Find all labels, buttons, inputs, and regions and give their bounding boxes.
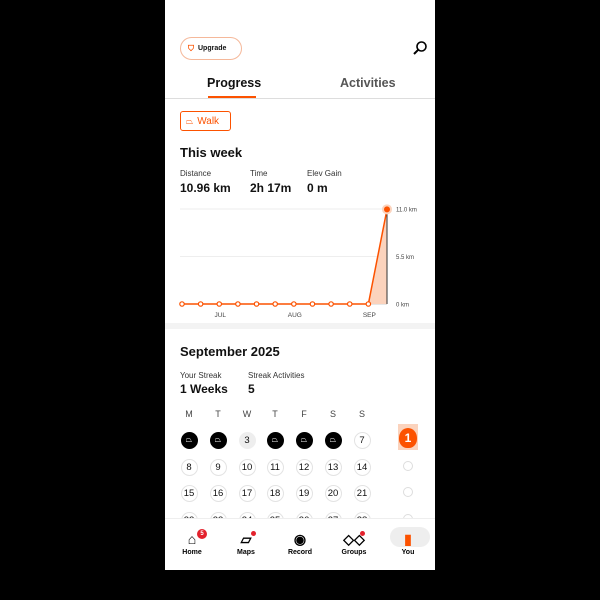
record-icon: ◉: [293, 531, 307, 547]
upgrade-button[interactable]: ⛉ Upgrade: [180, 37, 242, 60]
x-tick-label: SEP: [363, 312, 376, 319]
active-tab-indicator: [208, 96, 256, 98]
weekday-label: F: [301, 409, 307, 419]
calendar-day[interactable]: 21: [353, 484, 371, 502]
elev-value: 0 m: [307, 181, 328, 195]
nav-label: Home: [182, 549, 202, 556]
calendar-day[interactable]: 19: [295, 484, 313, 502]
groups-icon: ◇◇: [343, 531, 365, 547]
weekday-label: W: [242, 409, 252, 419]
tab-progress[interactable]: Progress: [207, 76, 262, 90]
day-activity[interactable]: ⏢: [209, 431, 227, 449]
calendar-day[interactable]: 8: [180, 458, 198, 476]
calendar-day[interactable]: 11: [266, 458, 284, 476]
nav-label: Record: [287, 549, 313, 556]
x-tick-label: JUL: [214, 312, 226, 319]
time-label: Time: [250, 169, 268, 178]
calendar-day[interactable]: 16: [209, 484, 227, 502]
series-line: [182, 209, 388, 305]
this-week-title: This week: [180, 145, 243, 160]
calendar-day[interactable]: 3: [238, 431, 256, 449]
nav-label: Groups: [341, 549, 367, 556]
phone-screen: ⛉ Upgrade Progress Activities ⏢ Walk This …: [165, 0, 435, 570]
calendar-day[interactable]: 7: [353, 431, 371, 449]
calendar-day[interactable]: 10: [238, 458, 256, 476]
time-value: 2h 17m: [250, 181, 292, 195]
you-icon: ▮: [404, 531, 412, 547]
week-streak-empty: [403, 487, 413, 497]
day-activity[interactable]: ⏢: [180, 431, 198, 449]
shoe-icon: ⏢: [186, 115, 194, 126]
elev-label: Elev Gain: [307, 169, 342, 178]
streak-label: Your Streak: [180, 371, 222, 380]
data-point: [365, 301, 372, 307]
data-point: [291, 301, 297, 307]
day-activity[interactable]: ⏢: [266, 431, 284, 449]
calendar-day[interactable]: 17: [238, 484, 256, 502]
sport-filter-walk[interactable]: ⏢ Walk: [180, 111, 231, 131]
calendar-day[interactable]: 18: [266, 484, 284, 502]
nav-you[interactable]: ▮ You: [383, 527, 433, 556]
nav-maps[interactable]: ▱ Maps: [221, 529, 271, 556]
data-point: [235, 301, 241, 307]
streak-flame-icon: 1: [398, 424, 418, 450]
calendar-day[interactable]: 9: [209, 458, 227, 476]
weekday-label: S: [329, 409, 336, 419]
notification-dot: [251, 531, 256, 536]
home-icon: ⌂: [187, 531, 197, 547]
data-point: [253, 301, 260, 307]
notification-badge: 5: [197, 529, 207, 539]
y-tick-label: 5.5 km: [396, 255, 414, 261]
x-tick-label: AUG: [288, 312, 302, 319]
week-streak-empty: [403, 461, 413, 471]
weekday-label: T: [272, 409, 278, 419]
bottom-nav: ⌂ Home 5 ▱ Maps ◉ Record ◇◇ Groups ▮ You: [165, 518, 435, 570]
tab-activities[interactable]: Activities: [340, 76, 396, 90]
section-separator: [165, 323, 435, 329]
map-icon: ▱: [240, 531, 252, 547]
streak-activities-label: Streak Activities: [248, 371, 305, 380]
weekday-label: S: [358, 409, 365, 419]
weekly-distance-chart: 11.0 km 5.5 km 0 km JUL AUG SEP: [179, 204, 417, 319]
shield-icon: ⛉: [188, 43, 194, 53]
day-activity[interactable]: ⏢: [324, 431, 342, 449]
streak-count: 1: [399, 428, 417, 448]
distance-value: 10.96 km: [180, 181, 231, 195]
data-point: [197, 301, 204, 307]
calendar-day[interactable]: 20: [324, 484, 342, 502]
calendar-title: September 2025: [180, 344, 280, 359]
data-point: [216, 301, 223, 307]
nav-record[interactable]: ◉ Record: [275, 529, 325, 556]
calendar-day[interactable]: 13: [324, 458, 342, 476]
data-point: [346, 301, 353, 307]
data-point: [328, 301, 334, 307]
upgrade-label: Upgrade: [198, 45, 227, 52]
data-point: [179, 301, 185, 307]
nav-label: Maps: [237, 549, 255, 556]
weekday-label: M: [185, 409, 193, 419]
data-point: [272, 301, 278, 307]
nav-home[interactable]: ⌂ Home 5: [167, 529, 217, 556]
calendar-day[interactable]: 12: [295, 458, 313, 476]
nav-label: You: [401, 549, 415, 556]
sport-label: Walk: [197, 115, 220, 127]
data-point: [309, 301, 316, 307]
active-pill: [390, 527, 430, 547]
nav-groups[interactable]: ◇◇ Groups: [329, 529, 379, 556]
notification-dot: [360, 531, 365, 536]
y-tick-label: 11.0 km: [396, 208, 417, 214]
day-activity[interactable]: ⏢: [295, 431, 313, 449]
data-point: [384, 206, 390, 213]
divider: [165, 98, 435, 99]
y-tick-label: 0 km: [396, 303, 409, 309]
streak-value: 1 Weeks: [180, 382, 228, 396]
calendar-day[interactable]: 14: [353, 458, 371, 476]
streak-activities-value: 5: [248, 382, 255, 396]
distance-label: Distance: [180, 169, 212, 178]
weekday-label: T: [215, 409, 221, 419]
search-icon[interactable]: [412, 40, 428, 56]
calendar-day[interactable]: 15: [180, 484, 198, 502]
